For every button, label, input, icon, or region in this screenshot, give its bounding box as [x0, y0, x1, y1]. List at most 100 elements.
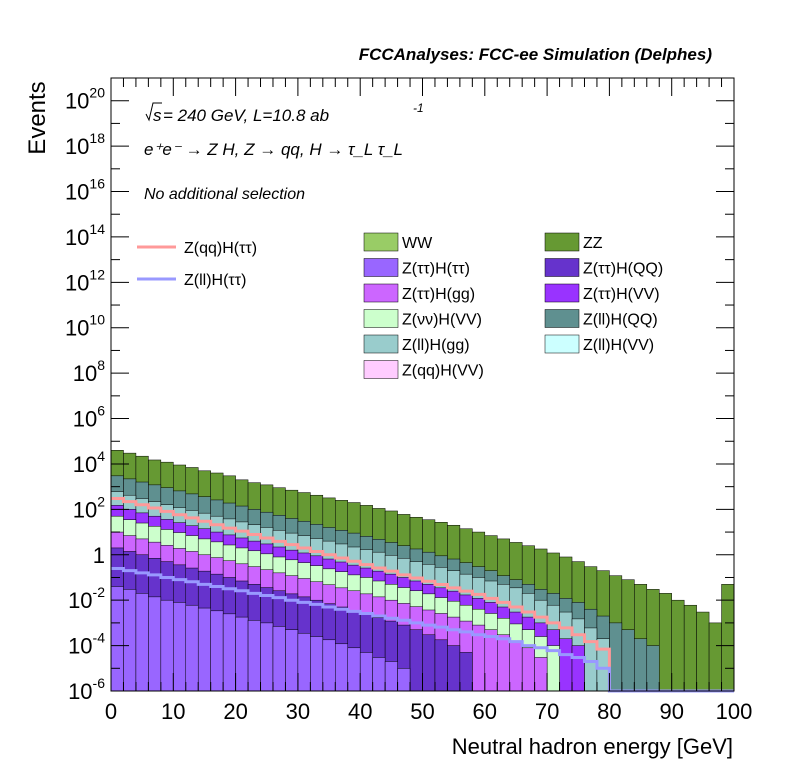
legend-line-item-signal_qq: Z(qq)H(ττ) — [137, 240, 257, 257]
bar-ZZ-bin-48 — [708, 622, 722, 692]
bar-ZZ-bin-47 — [696, 611, 710, 692]
bar-Z(tautau)H(tautau)-bin-22 — [384, 661, 398, 692]
legend-swatch — [544, 334, 580, 354]
bar-Z(tautau)H(tautau)-bin-21 — [372, 657, 386, 692]
x-tick-label: 40 — [348, 699, 372, 724]
chart-title: FCCAnalyses: FCC-ee Simulation (Delphes) — [359, 45, 713, 64]
sqrt-s-text: s — [153, 106, 162, 125]
legend-label: Z(νν)H(VV) — [402, 312, 482, 329]
energy-lumi-text: = 240 GeV, L=10.8 ab — [163, 106, 329, 125]
bar-Z(tautau)H(tautau)-bin-0 — [110, 586, 124, 692]
process-text: e⁺e⁻ → Z H, Z → qq, H → τ_L τ_L — [144, 140, 403, 159]
y-tick-label: 1016 — [65, 176, 105, 205]
bar-Z(tautau)H(QQ)-bin-26 — [434, 639, 448, 692]
y-tick-label: 10-6 — [68, 675, 105, 704]
x-tick-label: 30 — [286, 699, 310, 724]
bar-Z(tautau)H(tautau)-bin-20 — [359, 652, 373, 692]
legend-label: Z(ττ)H(ττ) — [402, 261, 470, 278]
legend-label: Z(ll)H(QQ) — [583, 312, 658, 329]
legend-line-label: Z(qq)H(ττ) — [184, 240, 257, 257]
bar-Z(tautau)H(gg)-bin-30 — [484, 629, 498, 692]
legend-swatch — [363, 334, 399, 354]
lumi-exponent: -1 — [413, 101, 424, 115]
annotation-block: s = 240 GeV, L=10.8 ab -1 e⁺e⁻ → Z H, Z … — [144, 101, 424, 203]
bar-Z(tautau)H(QQ)-bin-24 — [409, 629, 423, 692]
y-tick-label: 102 — [73, 493, 105, 522]
bar-Z(ll)H(gg)-bin-39 — [596, 638, 610, 692]
bar-Z(tautau)H(tautau)-bin-15 — [297, 632, 311, 692]
legend-label: Z(ll)H(gg) — [402, 337, 470, 354]
x-tick-label: 90 — [659, 699, 683, 724]
legend-item-Z(ll)H(QQ): Z(ll)H(QQ) — [544, 309, 658, 329]
legend-swatch — [363, 309, 399, 328]
x-tick-label: 10 — [161, 699, 185, 724]
x-tick-label: 0 — [105, 699, 117, 724]
y-tick-label: 1012 — [65, 266, 105, 295]
bar-Z(tautau)H(tautau)-bin-3 — [148, 596, 162, 692]
bar-Z(ll)H(gg)-bin-38 — [584, 627, 598, 692]
legend-swatch — [363, 232, 399, 252]
bar-Z(tautau)H(tautau)-bin-9 — [222, 613, 236, 692]
sqrt-symbol — [145, 102, 162, 122]
bar-Z(ll)H(QQ)-bin-42 — [634, 638, 648, 692]
legend-swatch — [544, 232, 580, 252]
bar-Z(tautau)H(tautau)-bin-12 — [260, 622, 274, 692]
y-tick-label: 106 — [73, 403, 105, 432]
series-Z(tautau)H(tautau) — [110, 586, 411, 692]
legend-label: ZZ — [583, 235, 603, 252]
bar-Z(tautau)H(tautau)-bin-11 — [247, 620, 261, 692]
bar-Z(ll)H(QQ)-bin-41 — [621, 629, 635, 692]
legend-label: Z(ττ)H(gg) — [402, 286, 475, 303]
y-tick-label: 104 — [73, 448, 105, 477]
legend-swatch — [363, 258, 399, 277]
legend-label: Z(ll)H(VV) — [583, 337, 654, 354]
y-tick-label: 108 — [73, 357, 105, 386]
legend-line-label: Z(ll)H(ττ) — [184, 272, 246, 289]
bar-Z(ll)H(QQ)-bin-43 — [646, 645, 660, 692]
x-tick-label: 20 — [223, 699, 247, 724]
legend-swatch — [363, 360, 399, 379]
bar-Z(tautau)H(tautau)-bin-19 — [347, 647, 361, 692]
bar-Z(tautau)H(tautau)-bin-18 — [335, 643, 348, 692]
bar-Z(tautau)H(VV)-bin-36 — [559, 638, 573, 692]
bar-Z(tautau)H(tautau)-bin-23 — [397, 668, 411, 692]
legend-item-Z(tautau)H(QQ): Z(ττ)H(QQ) — [544, 258, 663, 278]
legend-line-item-signal_ll: Z(ll)H(ττ) — [137, 272, 246, 289]
bar-Z(tautau)H(QQ)-bin-25 — [422, 634, 436, 692]
bar-Z(nunu)H(VV)-bin-35 — [546, 645, 560, 692]
legend-item-WW: WW — [363, 232, 433, 252]
x-tick-label: 50 — [410, 699, 434, 724]
legend-swatch — [544, 258, 580, 277]
bar-ZZ-bin-45 — [671, 599, 685, 692]
bar-Z(tautau)H(tautau)-bin-10 — [235, 616, 249, 692]
legend-item-Z(tautau)H(tautau): Z(ττ)H(ττ) — [363, 258, 470, 278]
bar-Z(tautau)H(tautau)-bin-4 — [160, 599, 174, 692]
legend-swatch — [544, 283, 580, 303]
legend-item-Z(ll)H(VV): Z(ll)H(VV) — [544, 334, 654, 354]
y-tick-label: 1010 — [65, 312, 105, 341]
bar-Z(tautau)H(gg)-bin-34 — [534, 657, 548, 692]
y-tick-label: 1014 — [65, 221, 105, 250]
x-tick-label: 80 — [597, 699, 621, 724]
legend-item-Z(qq)H(VV): Z(qq)H(VV) — [363, 360, 484, 380]
selection-text: No additional selection — [144, 186, 305, 203]
bar-Z(tautau)H(VV)-bin-37 — [571, 645, 585, 692]
bar-Z(tautau)H(tautau)-bin-17 — [322, 639, 336, 692]
legend-swatch — [544, 309, 580, 328]
bar-Z(ll)H(QQ)-bin-40 — [609, 622, 623, 692]
bar-Z(tautau)H(QQ)-bin-28 — [459, 652, 473, 692]
y-tick-label: 10-2 — [68, 584, 105, 613]
y-tick-label: 10-4 — [68, 630, 105, 659]
line-signal_ll — [111, 566, 734, 693]
bar-Z(tautau)H(tautau)-bin-7 — [197, 607, 211, 692]
y-tick-label: 1 — [93, 543, 105, 568]
legend-item-Z(nunu)H(VV): Z(νν)H(VV) — [363, 309, 482, 329]
x-tick-label: 70 — [535, 699, 559, 724]
line-signal_qq — [111, 497, 734, 693]
bar-Z(tautau)H(gg)-bin-33 — [521, 647, 535, 692]
axis-layer: 0 10 20 30 40 50 60 70 80 90 10010-610-410-2110210… — [65, 77, 752, 724]
bar-Z(tautau)H(tautau)-bin-13 — [272, 626, 286, 692]
y-tick-label: 1018 — [65, 130, 105, 159]
legend-item-Z(ll)H(gg): Z(ll)H(gg) — [363, 334, 470, 354]
